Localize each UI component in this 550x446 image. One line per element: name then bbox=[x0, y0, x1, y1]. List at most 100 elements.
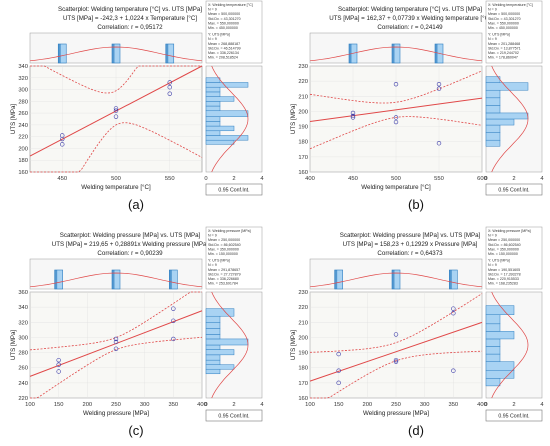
y-tick-label: 180 bbox=[18, 158, 28, 164]
regression-line bbox=[29, 65, 203, 157]
y-normal-curve bbox=[491, 65, 529, 173]
x-normal-curve bbox=[29, 46, 203, 62]
correlation-label: Correlation: r = 0,24149 bbox=[377, 24, 443, 31]
y-histogram-tick-label: 4 bbox=[540, 402, 544, 408]
stats-line: Max. = 550,000000 bbox=[488, 21, 519, 25]
y-histogram-bar bbox=[205, 344, 221, 350]
y-tick-label: 340 bbox=[18, 305, 28, 311]
stats-line: Mean = 291,878657 bbox=[208, 268, 240, 272]
stats-line: N = 9 bbox=[488, 263, 497, 267]
y-tick-label: 300 bbox=[18, 335, 28, 341]
x-tick-label: 200 bbox=[362, 402, 372, 408]
y-histogram-bar bbox=[485, 323, 501, 332]
y-tick-label: 230 bbox=[298, 64, 308, 70]
y-tick-label: 160 bbox=[298, 396, 308, 402]
x-tick-label: 150 bbox=[54, 402, 64, 408]
y-histogram-tick-label: 4 bbox=[260, 176, 264, 182]
y-histogram-bar bbox=[485, 305, 515, 315]
data-point bbox=[393, 81, 399, 87]
data-point bbox=[451, 310, 456, 316]
data-point bbox=[436, 86, 442, 91]
y-tick-label: 170 bbox=[298, 381, 308, 387]
panel-label: (d) bbox=[408, 423, 424, 438]
data-point bbox=[451, 368, 456, 373]
stats-line: Y: UTS [MPa] bbox=[488, 33, 510, 37]
y-normal-curve bbox=[211, 65, 249, 173]
y-tick-label: 220 bbox=[298, 79, 308, 85]
data-point bbox=[350, 115, 356, 120]
stats-line: Std.Dv. = 27,727879 bbox=[208, 272, 241, 276]
regression-equation: UTS [MPa] = 162,37 + 0,07739 x Welding t… bbox=[329, 15, 491, 22]
data-point bbox=[60, 133, 65, 138]
y-histogram-bar bbox=[485, 353, 501, 362]
y-tick-label: 220 bbox=[18, 396, 28, 402]
stats-line: Min. = 450,000000 bbox=[208, 26, 238, 30]
x-histogram-bar-shade bbox=[112, 44, 115, 63]
panel-label: (a) bbox=[128, 197, 144, 212]
stats-line: N = 9 bbox=[208, 8, 217, 12]
data-point bbox=[350, 113, 356, 119]
y-histogram-bar bbox=[485, 370, 515, 379]
y-tick-label: 200 bbox=[298, 335, 308, 341]
stats-line: Mean = 268,888187 bbox=[208, 42, 240, 46]
conf-int-legend bbox=[485, 183, 543, 196]
y-tick-label: 160 bbox=[18, 170, 28, 176]
x-tick-label: 500 bbox=[391, 176, 401, 182]
data-point bbox=[167, 80, 172, 85]
y-histogram-tick-label: 4 bbox=[260, 402, 264, 408]
y-histogram-bar bbox=[205, 354, 221, 361]
conf-int-legend bbox=[205, 409, 263, 422]
correlation-label: Correlation: r = 0,64373 bbox=[377, 250, 443, 257]
conf-int-label: 0.95 Conf.Int. bbox=[498, 414, 529, 420]
stats-line: Std.Dv. = 13,877571 bbox=[488, 46, 521, 50]
y-histogram-bar bbox=[205, 135, 249, 141]
regression-equation: UTS [MPa] = -242,3 + 1,0224 x Temperatur… bbox=[63, 15, 197, 22]
confidence-band-lower bbox=[309, 116, 483, 150]
y-tick-label: 280 bbox=[18, 351, 28, 357]
y-histogram-bar bbox=[485, 124, 501, 133]
y-histogram-bar bbox=[485, 97, 501, 106]
x-tick-label: 300 bbox=[140, 402, 150, 408]
y-histogram-bar bbox=[205, 139, 235, 145]
data-point bbox=[113, 339, 119, 345]
y-tick-label: 260 bbox=[18, 111, 28, 117]
regression-equation: UTS [MPa] = 158,23 + 0,12929 x Pressure … bbox=[343, 241, 478, 248]
data-point bbox=[56, 369, 61, 374]
y-histogram-bar bbox=[205, 125, 235, 132]
y-axis-label: UTS [MPa] bbox=[10, 104, 17, 135]
y-histogram-bar bbox=[485, 105, 501, 114]
stats-line: Mean = 500,000000 bbox=[208, 12, 240, 16]
data-point bbox=[336, 368, 341, 373]
y-histogram-bar bbox=[485, 346, 501, 355]
stats-line: Mean = 250,000000 bbox=[488, 238, 520, 242]
y-tick-label: 340 bbox=[18, 64, 28, 70]
x-axis-label: Welding temperature [°C] bbox=[81, 184, 151, 191]
y-histogram-bar bbox=[205, 334, 221, 340]
y-histogram-bar bbox=[485, 361, 515, 371]
stats-line: Min. = 150,000000 bbox=[208, 252, 238, 256]
y-histogram-bar bbox=[205, 77, 221, 83]
chart-title: Scatterplot: Welding pressure [MPa] vs. … bbox=[340, 232, 481, 239]
panel-label: (b) bbox=[408, 197, 424, 212]
y-tick-label: 210 bbox=[298, 94, 308, 100]
y-tick-label: 300 bbox=[18, 88, 28, 94]
y-histogram-bar bbox=[205, 338, 249, 346]
confidence-band-upper bbox=[29, 291, 202, 351]
y-normal-curve bbox=[211, 291, 249, 399]
stats-line: Std.Dv. = 46,514799 bbox=[208, 46, 241, 50]
x-tick-label: 100 bbox=[25, 402, 35, 408]
data-point bbox=[167, 91, 172, 96]
stats-line: Std.Dv. = 43,301270 bbox=[488, 17, 521, 21]
x-tick-label: 150 bbox=[334, 402, 344, 408]
data-point bbox=[393, 359, 399, 364]
confidence-band-upper bbox=[309, 70, 483, 104]
stats-line: N = 9 bbox=[488, 37, 497, 41]
x-histogram-bar-shade bbox=[349, 44, 352, 63]
stats-line: N = 9 bbox=[488, 8, 497, 12]
y-axis-label: UTS [MPa] bbox=[290, 104, 297, 135]
y-tick-label: 200 bbox=[18, 146, 28, 152]
y-histogram-bar bbox=[205, 110, 249, 117]
x-tick-label: 450 bbox=[57, 176, 67, 182]
y-tick-label: 200 bbox=[298, 109, 308, 115]
confidence-band-lower bbox=[310, 350, 483, 399]
